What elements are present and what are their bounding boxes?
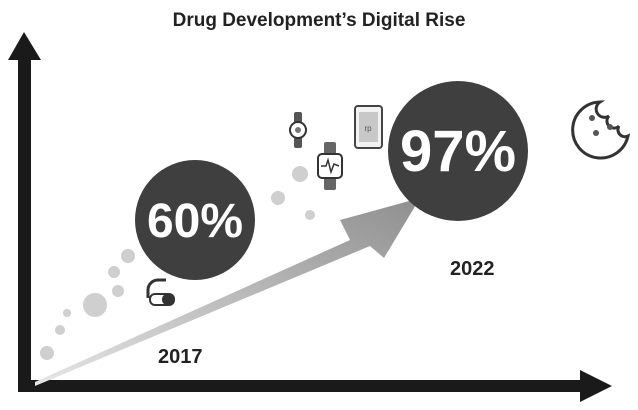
- dot: [63, 309, 71, 317]
- dot: [55, 325, 65, 335]
- stat-circle-2017: [135, 160, 255, 280]
- cookie-icon: [571, 100, 631, 160]
- dot: [40, 346, 54, 360]
- year-label-2022: 2022: [450, 258, 495, 280]
- dot: [112, 285, 124, 297]
- stat-circle-2022: [388, 81, 528, 221]
- dot: [292, 166, 308, 182]
- y-axis: [18, 55, 31, 390]
- dot: [271, 191, 285, 205]
- growth-arrow: [35, 198, 420, 386]
- year-label-2017: 2017: [158, 346, 203, 368]
- x-axis: [18, 380, 590, 392]
- dots-trail: [40, 166, 315, 360]
- tablet-icon: rp: [354, 105, 383, 149]
- smartwatch-icon: [289, 112, 307, 148]
- dot: [305, 210, 315, 220]
- diagram-title: Drug Development’s Digital Rise: [172, 10, 466, 31]
- pill-icon: [146, 278, 175, 306]
- stat-percent-2022: 97%: [400, 119, 516, 184]
- y-axis-arrowhead: [8, 32, 41, 60]
- svg-text:rp: rp: [364, 124, 372, 133]
- dot: [108, 266, 120, 278]
- axes: [8, 32, 612, 402]
- x-axis-arrowhead: [580, 370, 612, 402]
- stat-percent-2017: 60%: [147, 195, 243, 248]
- fitness-tracker-icon: [317, 142, 343, 190]
- dot: [83, 293, 107, 317]
- dot: [121, 249, 135, 263]
